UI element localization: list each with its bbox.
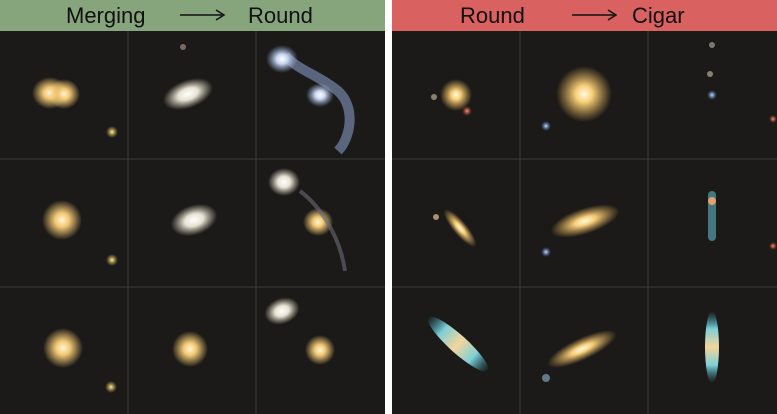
right-galaxy-grid [392, 31, 777, 414]
left-panel: Merging Round [0, 0, 385, 414]
right-panel: Round Cigar [392, 0, 777, 414]
left-to-label: Round [248, 3, 313, 28]
left-galaxy-grid [0, 31, 385, 414]
left-row-1 [32, 44, 355, 155]
right-from-label: Round [460, 3, 525, 28]
left-row-3 [43, 297, 335, 393]
right-panel-header: Round Cigar [392, 0, 777, 31]
right-row-2 [433, 191, 777, 257]
panel-divider [385, 0, 392, 414]
right-grid-lines [392, 31, 777, 414]
right-row-3 [427, 311, 719, 383]
right-arrow-icon [570, 5, 620, 31]
left-from-label: Merging [66, 3, 146, 28]
left-panel-header: Merging Round [0, 0, 385, 31]
right-arrow-icon [178, 5, 228, 31]
right-row-1 [431, 42, 777, 131]
left-row-2 [42, 168, 347, 272]
right-to-label: Cigar [632, 3, 685, 28]
left-grid-lines [0, 31, 385, 414]
